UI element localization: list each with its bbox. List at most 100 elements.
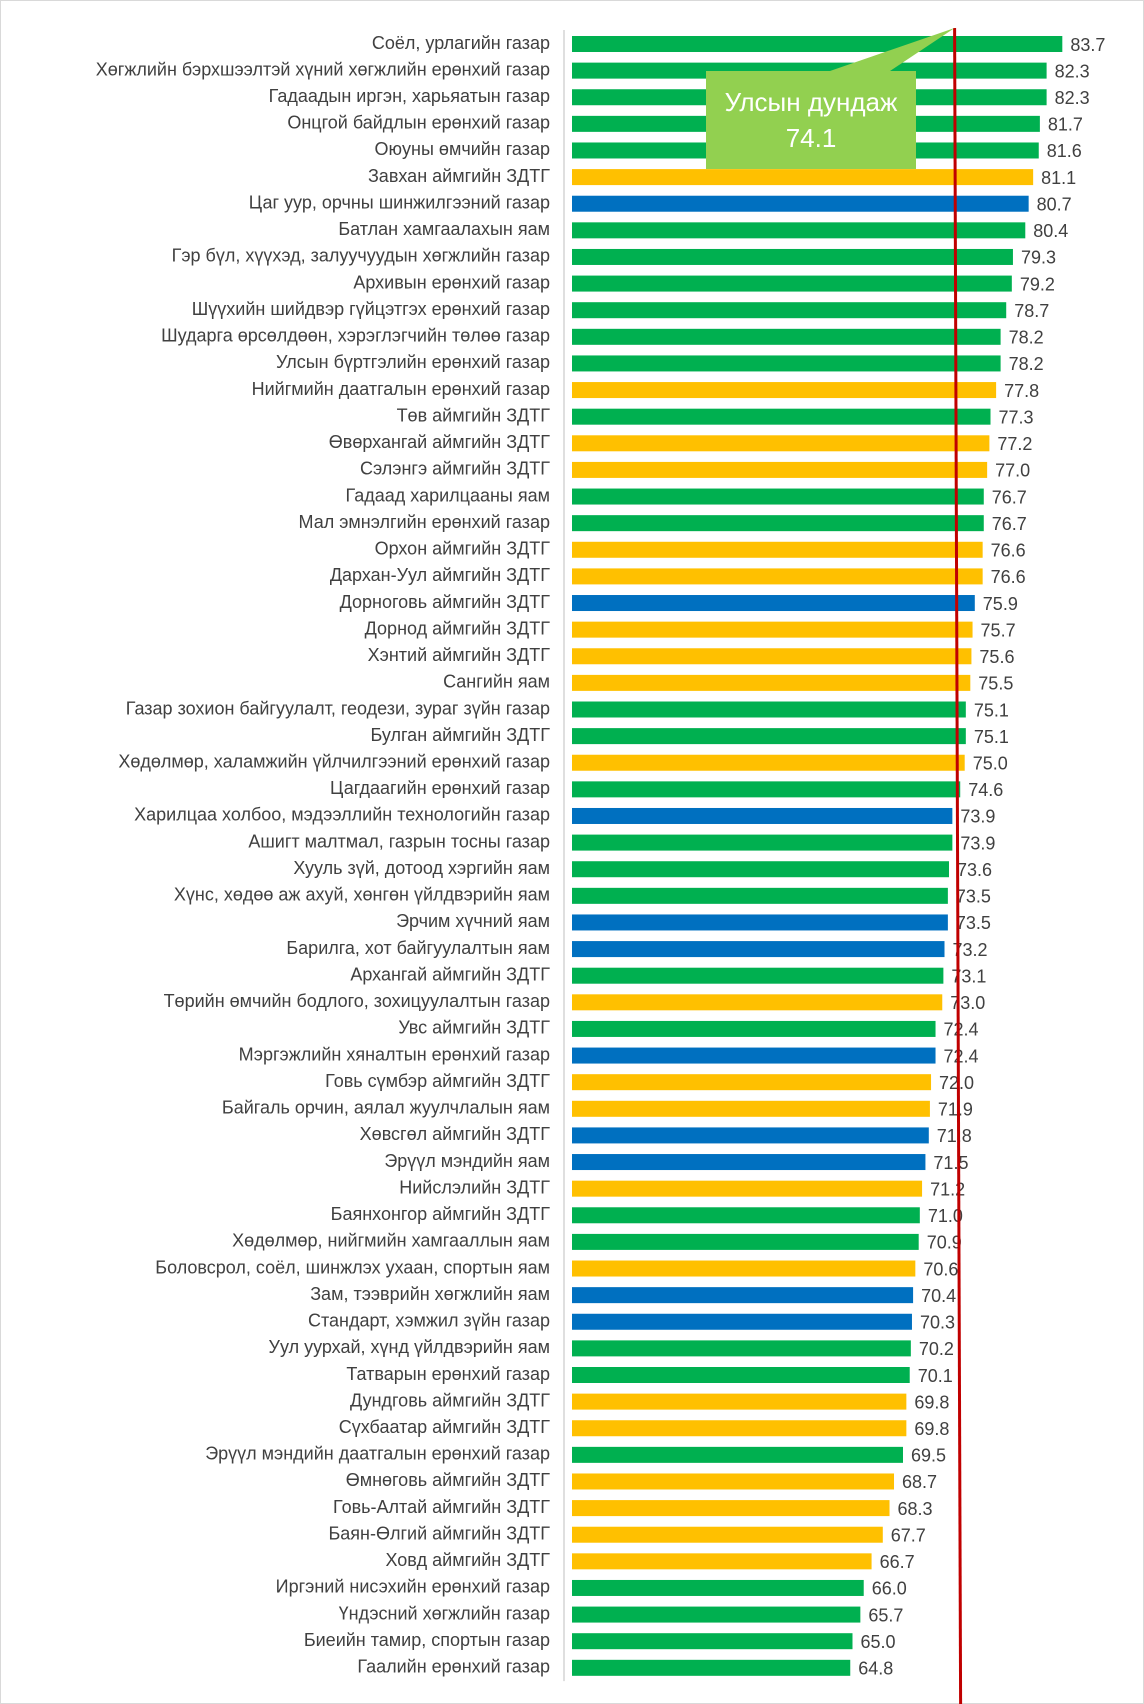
y-tick-label: Өвөрхангай аймгийн ЗДТГ bbox=[329, 432, 550, 452]
bar bbox=[572, 967, 944, 984]
y-tick-label: Төрийн өмчийн бодлого, зохицуулалтын газ… bbox=[164, 991, 550, 1011]
y-tick-label: Дорноговь аймгийн ЗДТГ bbox=[340, 592, 551, 612]
y-tick-label: Батлан хамгаалахын яам bbox=[338, 219, 550, 239]
value-label: 74.6 bbox=[968, 780, 1003, 800]
value-label: 71.2 bbox=[930, 1179, 965, 1199]
bar bbox=[572, 1260, 916, 1277]
value-label: 73.2 bbox=[953, 940, 988, 960]
bar bbox=[572, 568, 983, 585]
value-label: 70.3 bbox=[920, 1313, 955, 1333]
bar bbox=[572, 1553, 872, 1570]
bar bbox=[572, 382, 997, 399]
y-tick-label: Уул уурхай, хүнд үйлдвэрийн яам bbox=[269, 1337, 550, 1357]
y-tick-label: Баянхонгор аймгийн ЗДТГ bbox=[331, 1204, 551, 1224]
value-label: 69.8 bbox=[914, 1419, 949, 1439]
y-tick-label: Байгаль орчин, аялал жуулчлалын яам bbox=[222, 1098, 550, 1118]
bar bbox=[572, 435, 990, 452]
value-label: 64.8 bbox=[858, 1659, 893, 1679]
bar bbox=[572, 1367, 910, 1383]
bar bbox=[572, 1606, 861, 1623]
bar bbox=[572, 728, 966, 745]
annotation: Улсын дундаж 74.1 bbox=[706, 71, 916, 169]
value-label: 75.1 bbox=[974, 700, 1009, 720]
value-label: 72.4 bbox=[944, 1046, 979, 1066]
y-tick-label: Стандарт, хэмжил зүйн газар bbox=[308, 1311, 550, 1331]
y-tick-label: Баян-Өлгий аймгийн ЗДТГ bbox=[328, 1523, 550, 1543]
bar bbox=[572, 914, 948, 931]
value-label: 65.7 bbox=[868, 1605, 903, 1625]
bar bbox=[572, 328, 1001, 345]
value-label: 72.0 bbox=[939, 1073, 974, 1093]
bar bbox=[572, 1127, 929, 1144]
bar bbox=[572, 1500, 890, 1517]
y-tick-label: Газар зохион байгуулалт, геодези, зураг … bbox=[126, 698, 550, 718]
value-label: 70.1 bbox=[918, 1366, 953, 1386]
bar bbox=[572, 1579, 864, 1596]
y-tick-label: Нийслэлийн ЗДТГ bbox=[399, 1177, 550, 1197]
y-tick-label: Нийгмийн даатгалын ерөнхий газар bbox=[252, 379, 550, 399]
y-tick-label: Хүнс, хөдөө аж ахуй, хөнгөн үйлдвэрийн я… bbox=[174, 885, 550, 905]
y-tick-label: Хөгжлийн бэрхшээлтэй хүний хөгжлийн ерөн… bbox=[96, 59, 550, 79]
bar bbox=[572, 515, 984, 532]
y-tick-label: Дархан-Уул аймгийн ЗДТГ bbox=[330, 565, 550, 585]
value-label: 73.5 bbox=[956, 913, 991, 933]
bar bbox=[572, 674, 971, 691]
value-label: 75.6 bbox=[979, 647, 1014, 667]
value-label: 82.3 bbox=[1055, 61, 1090, 81]
bar bbox=[572, 701, 966, 718]
value-label: 68.3 bbox=[898, 1499, 933, 1519]
y-tick-label: Сэлэнгэ аймгийн ЗДТГ bbox=[360, 459, 550, 479]
value-label: 69.5 bbox=[911, 1446, 946, 1466]
y-tick-label: Гаалийн ерөнхий газар bbox=[357, 1657, 550, 1677]
value-label: 72.4 bbox=[944, 1020, 979, 1040]
y-tick-label: Боловсрол, соёл, шинжлэх ухаан, спортын … bbox=[155, 1257, 550, 1277]
y-tick-label: Шударга өрсөлдөөн, хэрэглэгчийн төлөө га… bbox=[161, 326, 550, 346]
bar bbox=[572, 222, 1026, 239]
bar bbox=[572, 1659, 851, 1676]
y-tick-label: Увс аймгийн ЗДТГ bbox=[398, 1018, 550, 1038]
y-tick-label: Сүхбаатар аймгийн ЗДТГ bbox=[339, 1417, 550, 1437]
reference-line bbox=[953, 27, 963, 1704]
value-label: 66.7 bbox=[880, 1552, 915, 1572]
value-label: 70.9 bbox=[927, 1233, 962, 1253]
bar bbox=[572, 1233, 919, 1250]
value-label: 73.1 bbox=[951, 966, 986, 986]
bar bbox=[572, 887, 948, 904]
bar bbox=[572, 1154, 926, 1171]
value-label: 82.3 bbox=[1055, 88, 1090, 108]
value-label: 67.7 bbox=[891, 1525, 926, 1545]
value-label: 65.0 bbox=[861, 1632, 896, 1652]
value-label: 81.6 bbox=[1047, 141, 1082, 161]
y-tick-label: Гадаадын иргэн, харьяатын газар bbox=[269, 86, 550, 106]
value-label: 73.6 bbox=[957, 860, 992, 880]
y-tick-label: Хөдөлмөр, нийгмийн хамгааллын яам bbox=[232, 1231, 550, 1251]
bar bbox=[572, 1100, 930, 1117]
bar bbox=[572, 355, 1001, 372]
value-label: 77.2 bbox=[997, 434, 1032, 454]
y-tick-label: Мэргэжлийн хяналтын ерөнхий газар bbox=[239, 1044, 550, 1064]
bar bbox=[572, 1473, 895, 1490]
y-tick-label: Архивын ерөнхий газар bbox=[353, 272, 550, 292]
value-label: 79.3 bbox=[1021, 248, 1056, 268]
value-label: 76.6 bbox=[991, 567, 1026, 587]
value-label: 75.1 bbox=[974, 727, 1009, 747]
value-label: 80.4 bbox=[1033, 221, 1068, 241]
bar bbox=[572, 169, 1034, 186]
bar bbox=[572, 807, 953, 824]
y-tick-label: Эрүүл мэндийн даатгалын ерөнхий газар bbox=[205, 1444, 550, 1464]
value-label: 78.7 bbox=[1014, 301, 1049, 321]
bar bbox=[572, 1020, 936, 1037]
value-label: 75.7 bbox=[981, 620, 1016, 640]
value-label: 78.2 bbox=[1009, 328, 1044, 348]
value-label: 80.7 bbox=[1037, 194, 1072, 214]
value-label: 77.8 bbox=[1004, 381, 1039, 401]
y-tick-label: Гэр бүл, хүүхэд, залуучуудын хөгжлийн га… bbox=[172, 246, 550, 266]
y-tick-label: Хөдөлмөр, халамжийн үйлчилгээний ерөнхий… bbox=[118, 751, 550, 771]
value-label: 70.6 bbox=[923, 1259, 958, 1279]
annotation-pointer bbox=[830, 28, 955, 71]
y-tick-label: Хэнтий аймгийн ЗДТГ bbox=[368, 645, 551, 665]
y-tick-label: Мал эмнэлгийн ерөнхий газар bbox=[299, 512, 550, 532]
bar bbox=[572, 1420, 907, 1437]
